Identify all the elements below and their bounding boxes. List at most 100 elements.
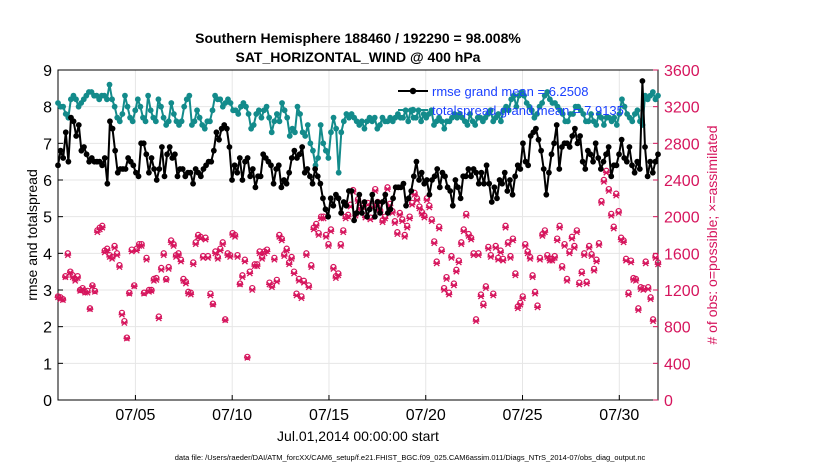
obs-assimilated-point [450,282,458,289]
rmse-point [442,173,448,180]
rmse-point [462,173,469,180]
rmse-point [320,195,326,202]
obs-assimilated-point [246,270,254,277]
rmse-point [231,162,238,169]
obs-assimilated-point [644,286,652,293]
rmse-point [210,147,217,154]
spread-point [534,111,540,117]
obs-assimilated-point [467,236,475,243]
spread-point [330,114,337,121]
rmse-point [353,210,360,216]
spread-point [297,111,303,117]
spread-point [438,118,445,125]
spread-point [333,125,340,132]
spread-point [145,92,152,99]
obs-assimilated-point [484,245,492,252]
rmse-point [104,180,111,187]
obs-assimilated-point [652,254,659,261]
rmse-point [629,162,635,169]
rmse-point [473,169,480,176]
rmse-point [623,158,630,165]
obs-assimilated-point [231,233,239,240]
rmse-point [268,162,274,169]
rmse-point [382,191,389,198]
obs-assimilated-point [625,291,632,298]
rmse-point [358,210,365,216]
spread-point [322,147,329,154]
spread-point [307,140,314,147]
obs-assimilated-point [315,231,323,239]
rmse-point [525,162,532,169]
obs-assimilated-point [551,254,559,261]
rmse-point [457,195,464,202]
obs-assimilated-point [273,278,281,285]
obs-assimilated-point [170,242,177,250]
rmse-point [197,173,204,180]
rmse-point [413,158,420,165]
rmse-point [307,173,313,180]
rmse-point [75,122,82,128]
obs-assimilated-point [398,218,406,225]
rmse-point [73,133,80,139]
rmse-point [592,140,599,147]
rmse-point [366,206,373,213]
obs-possible-point [62,273,69,280]
obs-assimilated-point [539,232,546,239]
spread-point [634,107,641,114]
rmse-point [475,180,482,187]
obs-assimilated-point [268,284,276,291]
obs-assimilated-point [420,214,428,221]
rmse-point [226,144,233,150]
obs-assimilated-point [393,231,401,238]
spread-point [621,103,628,110]
spread-point [209,107,216,114]
rmse-point [509,191,516,198]
obs-assimilated-point [91,288,99,295]
rmse-point [655,151,661,158]
spread-point [559,111,566,117]
spread-point [60,103,67,110]
spread-point [315,155,321,161]
rmse-point [634,158,641,165]
rmse-point [135,173,142,180]
rmse-point [252,184,259,191]
obs-assimilated-point [155,315,163,322]
spread-point [263,103,270,110]
rmse-point [631,169,638,176]
spread-point [266,114,273,121]
rmse-point [314,173,321,180]
rmse-point [590,158,596,165]
obs-assimilated-point [477,293,485,300]
rmse-point [291,147,298,154]
obs-assimilated-point [300,279,308,286]
obs-assimilated-point [310,226,318,233]
spread-point [598,114,605,121]
spread-point [472,122,479,128]
obs-assimilated-point [465,232,473,239]
rmse-point [390,195,396,202]
obs-assimilated-point [504,241,512,248]
spread-point [245,111,252,117]
spread-point [498,118,504,125]
obs-assimilated-point [64,252,72,259]
spread-point [619,96,625,103]
rmse-point [603,151,609,158]
spread-point [106,81,113,88]
spread-point [317,122,324,128]
obs-assimilated-point [482,285,490,292]
obs-assimilated-point [283,247,291,254]
rmse-point [410,173,417,180]
y-tick-label-right: 3600 [664,63,700,80]
obs-assimilated-point [575,281,583,288]
legend-label-rmse: rmse grand mean = 6.2508 [432,84,588,99]
legend-label-spread: totalspread grand mean = 7.9135 [432,103,624,118]
obs-assimilated-point [130,283,138,290]
rmse-point [371,213,378,220]
rmse-point [455,184,461,191]
spread-point [405,118,412,125]
obs-assimilated-point [448,254,455,261]
rmse-point [647,158,654,165]
obs-possible-point [140,289,148,296]
obs-assimilated-point [524,250,532,257]
spread-point [217,96,224,103]
